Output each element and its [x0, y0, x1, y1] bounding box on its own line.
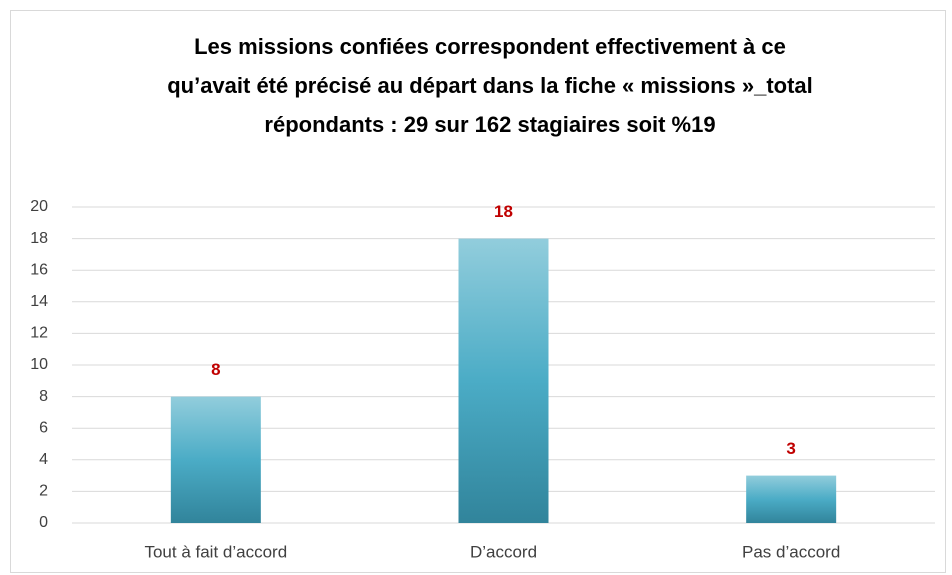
x-tick-label: D’accord [470, 542, 537, 561]
data-label: 8 [211, 360, 220, 379]
y-tick-label: 6 [39, 419, 48, 436]
y-tick-label: 16 [30, 261, 48, 278]
y-tick-label: 18 [30, 230, 48, 247]
data-label: 3 [786, 439, 795, 458]
y-tick-label: 14 [30, 293, 48, 310]
y-tick-label: 10 [30, 356, 48, 373]
chart-title: Les missions confiées correspondent effe… [194, 34, 786, 59]
y-tick-label: 20 [30, 198, 48, 215]
y-tick-label: 4 [39, 451, 48, 468]
y-tick-label: 0 [39, 514, 48, 531]
chart-title: qu’avait été précisé au départ dans la f… [167, 73, 813, 98]
y-tick-label: 8 [39, 388, 48, 405]
bar [458, 238, 549, 523]
y-tick-label: 12 [30, 325, 48, 342]
bar [746, 475, 837, 523]
x-tick-label: Pas d’accord [742, 542, 840, 561]
x-tick-label: Tout à fait d’accord [144, 542, 287, 561]
y-tick-label: 2 [39, 483, 48, 500]
data-label: 18 [494, 202, 513, 221]
bar [170, 396, 261, 523]
chart-title: répondants : 29 sur 162 stagiaires soit … [264, 112, 715, 137]
